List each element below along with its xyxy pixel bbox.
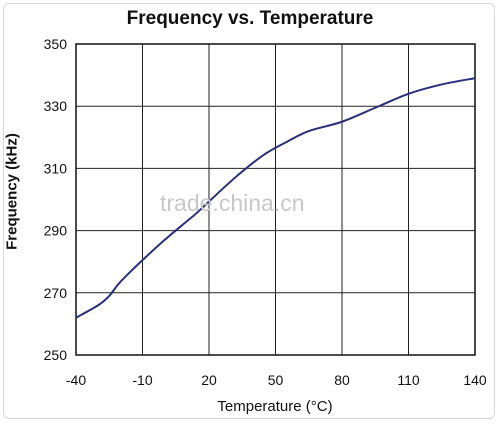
x-tick-label-5: 110	[397, 372, 420, 388]
series-line-0	[75, 77, 476, 319]
chart-frame	[3, 3, 495, 419]
plot-border	[75, 43, 476, 356]
x-tick-label-1: -10	[132, 372, 152, 388]
y-tick-label-2: 290	[44, 223, 68, 239]
x-tick-label-0: -40	[66, 372, 86, 388]
watermark-text: trade.china.cn	[160, 190, 305, 216]
x-tick-label-6: 140	[463, 372, 487, 388]
y-tick-label-0: 250	[44, 347, 68, 363]
y-tick-label-4: 330	[44, 98, 68, 114]
x-tick-label-3: 50	[268, 372, 284, 388]
y-tick-label-5: 350	[44, 36, 68, 52]
x-tick-label-4: 80	[334, 372, 350, 388]
y-tick-label-1: 270	[44, 285, 68, 301]
y-tick-label-3: 310	[44, 160, 68, 176]
chart-title: Frequency vs. Temperature	[126, 8, 374, 29]
x-tick-label-2: 20	[201, 372, 217, 388]
x-axis-label: Temperature (°C)	[217, 398, 333, 415]
